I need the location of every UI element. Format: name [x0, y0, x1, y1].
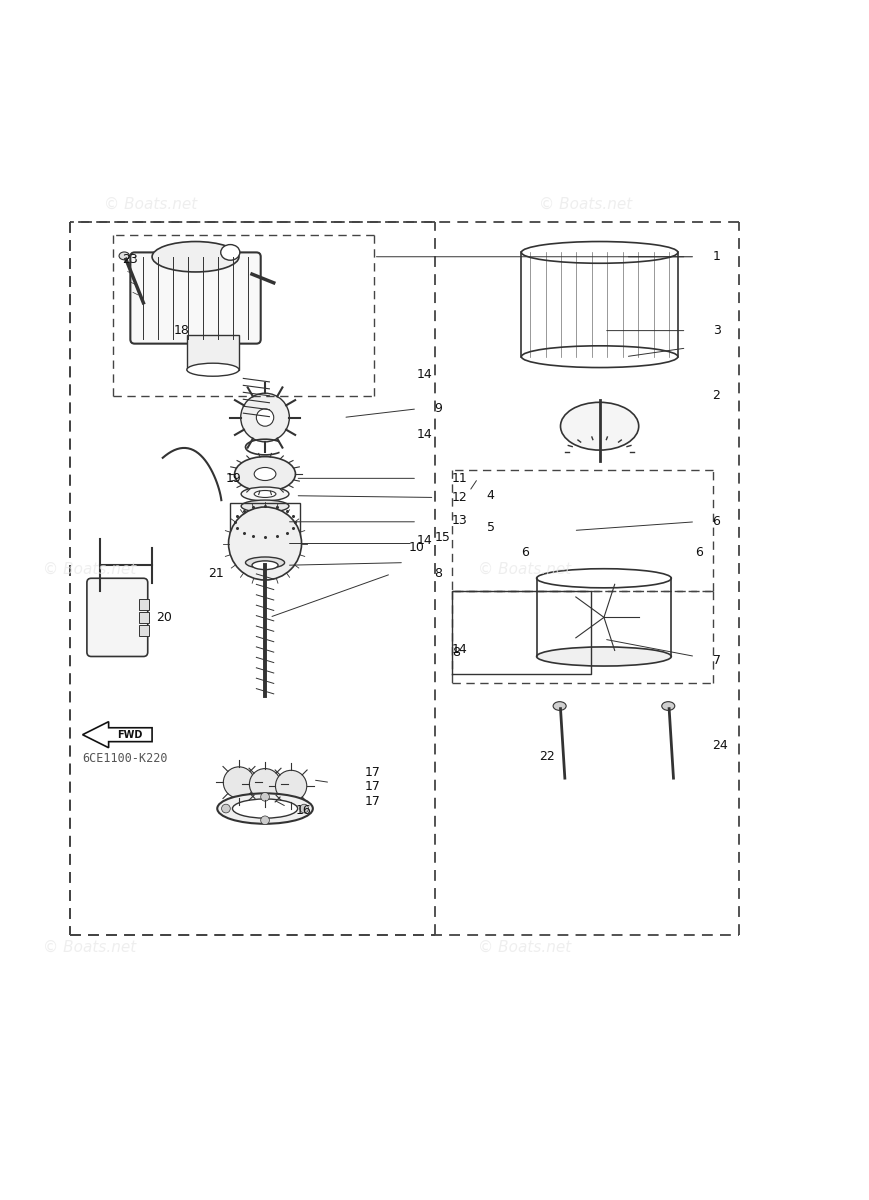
Ellipse shape — [217, 793, 313, 823]
Text: 14: 14 — [417, 534, 433, 547]
Text: 21: 21 — [209, 568, 224, 581]
Text: 18: 18 — [174, 324, 189, 337]
Circle shape — [275, 770, 307, 802]
Text: © Boats.net: © Boats.net — [478, 940, 571, 955]
Text: 7: 7 — [713, 654, 720, 667]
Ellipse shape — [242, 500, 289, 512]
Text: 4: 4 — [487, 490, 494, 503]
Text: 14: 14 — [417, 428, 433, 442]
Ellipse shape — [254, 468, 276, 480]
Text: 16: 16 — [295, 804, 311, 817]
Bar — [187, 335, 239, 370]
Text: © Boats.net: © Boats.net — [43, 940, 136, 955]
Text: 1: 1 — [713, 251, 720, 263]
Text: 6CE1100-K220: 6CE1100-K220 — [83, 751, 168, 764]
Circle shape — [300, 804, 308, 812]
Text: 6: 6 — [695, 546, 703, 559]
Circle shape — [241, 394, 289, 442]
Ellipse shape — [233, 799, 297, 818]
Ellipse shape — [521, 346, 678, 367]
Text: 17: 17 — [365, 780, 381, 793]
Text: 17: 17 — [365, 766, 381, 779]
Text: 6: 6 — [713, 515, 720, 528]
Text: © Boats.net: © Boats.net — [104, 197, 197, 212]
Text: © Boats.net: © Boats.net — [43, 562, 136, 577]
Text: 5: 5 — [487, 521, 494, 534]
Ellipse shape — [235, 457, 295, 491]
Bar — [139, 625, 149, 636]
Text: 13: 13 — [452, 514, 468, 527]
Circle shape — [256, 409, 274, 426]
Text: 14: 14 — [417, 367, 433, 380]
Circle shape — [223, 767, 255, 798]
Ellipse shape — [561, 402, 639, 450]
Bar — [139, 612, 149, 623]
Polygon shape — [83, 721, 152, 748]
Ellipse shape — [252, 560, 278, 570]
Text: 8: 8 — [434, 568, 442, 581]
Text: 6: 6 — [521, 546, 529, 559]
Text: 11: 11 — [452, 472, 468, 485]
Text: 15: 15 — [434, 530, 450, 544]
Text: 14: 14 — [452, 643, 468, 656]
Text: 22: 22 — [539, 750, 554, 763]
Ellipse shape — [242, 487, 289, 500]
Text: 10: 10 — [408, 541, 424, 554]
Text: 19: 19 — [226, 472, 242, 485]
Text: FWD: FWD — [117, 730, 143, 739]
Ellipse shape — [254, 491, 276, 498]
Text: 24: 24 — [713, 739, 728, 752]
Text: 17: 17 — [365, 796, 381, 808]
Text: 2: 2 — [713, 389, 720, 402]
Text: 12: 12 — [452, 491, 468, 504]
Text: © Boats.net: © Boats.net — [478, 562, 571, 577]
Circle shape — [222, 804, 230, 812]
Ellipse shape — [187, 364, 239, 377]
Ellipse shape — [119, 252, 129, 259]
Ellipse shape — [553, 702, 567, 710]
Bar — [521, 252, 678, 356]
Ellipse shape — [152, 241, 239, 272]
Bar — [139, 599, 149, 610]
Text: 9: 9 — [434, 402, 442, 415]
Circle shape — [249, 768, 281, 800]
Ellipse shape — [246, 557, 285, 569]
Text: © Boats.net: © Boats.net — [539, 197, 632, 212]
FancyBboxPatch shape — [130, 252, 261, 343]
Text: 20: 20 — [156, 611, 172, 624]
Bar — [230, 503, 300, 538]
FancyBboxPatch shape — [87, 578, 148, 656]
Ellipse shape — [536, 569, 671, 588]
Ellipse shape — [536, 647, 671, 666]
Ellipse shape — [662, 702, 674, 710]
Ellipse shape — [521, 241, 678, 263]
Circle shape — [261, 792, 269, 802]
Text: 3: 3 — [713, 324, 720, 337]
Text: 23: 23 — [122, 253, 137, 266]
Text: 8: 8 — [452, 646, 460, 659]
Ellipse shape — [221, 245, 240, 260]
Circle shape — [261, 816, 269, 824]
Circle shape — [229, 508, 302, 580]
